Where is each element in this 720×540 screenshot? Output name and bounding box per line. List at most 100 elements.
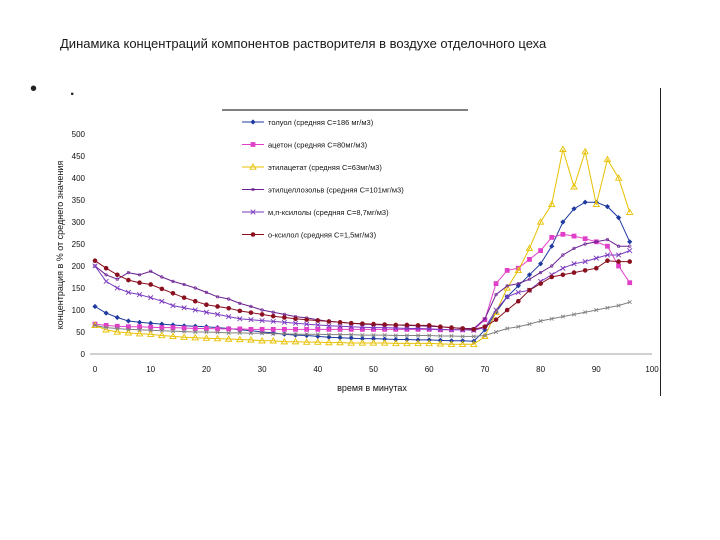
data-point bbox=[237, 316, 243, 322]
data-point bbox=[135, 329, 144, 337]
x-tick-label: 60 bbox=[425, 365, 434, 374]
data-point bbox=[315, 333, 321, 339]
series-line-0 bbox=[94, 201, 631, 342]
series-line-4 bbox=[94, 250, 630, 331]
data-point bbox=[304, 317, 309, 322]
data-point bbox=[326, 319, 332, 324]
data-point bbox=[248, 310, 254, 315]
data-point bbox=[270, 318, 276, 325]
data-point bbox=[460, 326, 465, 331]
data-point bbox=[549, 316, 554, 321]
x-tick-label: 70 bbox=[480, 365, 489, 374]
data-point bbox=[292, 320, 299, 326]
legend-marker bbox=[250, 119, 256, 125]
data-point bbox=[348, 320, 354, 326]
data-point bbox=[92, 321, 98, 327]
data-point bbox=[104, 273, 108, 277]
y-tick-label: 450 bbox=[72, 152, 86, 161]
data-point bbox=[359, 326, 365, 332]
data-point bbox=[471, 334, 476, 339]
data-point bbox=[192, 326, 198, 331]
data-point bbox=[103, 278, 109, 285]
data-point bbox=[202, 334, 211, 341]
data-point bbox=[159, 321, 165, 327]
data-point bbox=[215, 330, 220, 335]
data-point bbox=[136, 291, 143, 298]
data-point bbox=[505, 326, 510, 331]
data-point bbox=[182, 329, 187, 334]
data-point bbox=[126, 277, 131, 283]
data-point bbox=[404, 326, 410, 332]
data-point bbox=[114, 285, 120, 291]
y-tick-label: 500 bbox=[72, 130, 86, 139]
data-point bbox=[192, 307, 198, 313]
data-point bbox=[348, 324, 354, 330]
data-point bbox=[193, 286, 197, 290]
data-point bbox=[104, 325, 109, 330]
data-point bbox=[458, 340, 467, 347]
data-point bbox=[293, 326, 298, 332]
data-point bbox=[628, 244, 632, 248]
data-point bbox=[369, 339, 378, 346]
data-point bbox=[349, 332, 354, 337]
legend-label: м,п-ксилолы (средняя С=8,7мг/м3) bbox=[268, 208, 389, 217]
data-point bbox=[571, 233, 577, 239]
frame-right-border bbox=[660, 88, 661, 396]
data-point bbox=[603, 155, 612, 163]
data-point bbox=[505, 284, 509, 288]
data-point bbox=[415, 333, 421, 338]
data-point bbox=[605, 305, 610, 310]
data-point bbox=[126, 327, 131, 332]
data-point bbox=[371, 326, 376, 332]
y-tick-label: 150 bbox=[72, 284, 86, 293]
data-point bbox=[103, 310, 109, 316]
data-point bbox=[115, 277, 119, 281]
data-point bbox=[337, 323, 343, 329]
data-point bbox=[382, 332, 387, 338]
data-point bbox=[527, 257, 532, 262]
legend-label: о-ксилол (средняя С=1,5мг/м3) bbox=[268, 231, 377, 240]
data-point bbox=[393, 326, 399, 332]
data-point bbox=[516, 324, 521, 329]
x-tick-label: 40 bbox=[313, 365, 322, 374]
data-point bbox=[627, 247, 633, 254]
data-point bbox=[291, 337, 300, 345]
data-point bbox=[605, 243, 610, 249]
data-point bbox=[581, 147, 589, 155]
data-point bbox=[259, 312, 265, 317]
data-point bbox=[215, 326, 220, 332]
data-point bbox=[582, 258, 588, 265]
y-tick-label: 50 bbox=[76, 328, 85, 337]
data-point bbox=[159, 286, 165, 292]
data-point bbox=[494, 293, 498, 297]
data-point bbox=[460, 334, 465, 339]
data-point bbox=[182, 282, 186, 287]
data-point bbox=[238, 301, 242, 306]
data-point bbox=[114, 272, 120, 278]
data-point bbox=[392, 339, 400, 347]
data-point bbox=[315, 332, 320, 337]
data-point bbox=[538, 261, 544, 267]
data-point bbox=[281, 326, 287, 332]
data-point bbox=[550, 264, 554, 268]
data-point bbox=[347, 339, 355, 346]
data-point bbox=[125, 289, 132, 296]
legend-label: этилацетат (средняя С=63мг/м3) bbox=[268, 163, 382, 172]
legend-marker bbox=[251, 187, 255, 192]
data-point bbox=[436, 339, 445, 347]
data-point bbox=[170, 329, 176, 334]
legend-marker bbox=[250, 232, 256, 237]
data-point bbox=[226, 305, 231, 311]
data-point bbox=[169, 332, 177, 340]
data-point bbox=[359, 324, 365, 330]
data-point bbox=[359, 336, 365, 342]
data-point bbox=[527, 287, 532, 293]
y-tick-label: 100 bbox=[72, 306, 86, 315]
data-point bbox=[158, 331, 166, 339]
data-point bbox=[325, 338, 333, 346]
data-point bbox=[605, 238, 610, 242]
data-point bbox=[248, 326, 254, 332]
data-point bbox=[114, 323, 120, 329]
data-point bbox=[536, 218, 545, 225]
data-point bbox=[271, 310, 275, 314]
